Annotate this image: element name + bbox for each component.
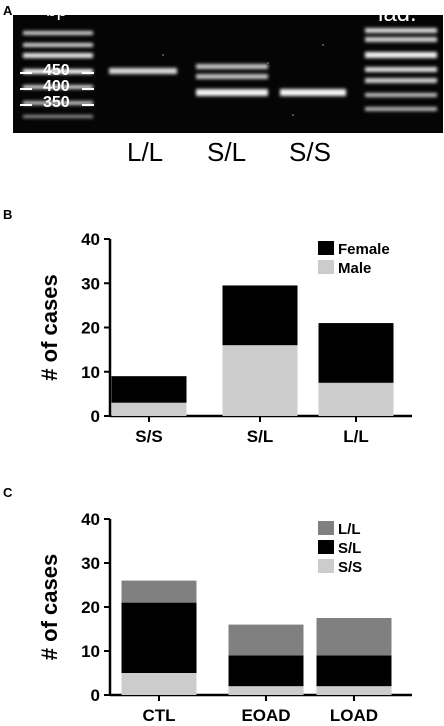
bar-segment-s-s (228, 686, 304, 695)
y-tick-label: 40 (81, 230, 100, 249)
bar-segment-l-l (316, 618, 392, 656)
chart-b: 0 10 20 30 40 # of cases S/S S/L L/L Female Male (37, 230, 412, 446)
bar-segment-female (222, 285, 298, 346)
y-axis-label: # of cases (37, 554, 62, 660)
bar-segment-l-l (228, 624, 304, 656)
y-tick-label: 40 (81, 510, 100, 529)
y-tick-label: 0 (91, 686, 100, 705)
marker-400: 400 (43, 78, 70, 95)
marker-dash-400-right (82, 88, 94, 90)
legend-label: Female (338, 241, 390, 258)
band-ss-400 (280, 89, 346, 96)
bar-segment-female (318, 323, 394, 383)
legend-label: L/L (338, 521, 361, 538)
x-tick-label: S/L (247, 427, 273, 446)
x-tick-label: L/L (343, 427, 369, 446)
bar-segment-s-l (121, 602, 197, 673)
y-tick-label: 10 (81, 363, 100, 382)
bar-segment-l-l (121, 580, 197, 603)
lane-label-sl: S/L (207, 137, 247, 167)
bar-segment-male (318, 382, 394, 416)
y-tick-label: 20 (81, 319, 100, 338)
panel-c-letter: C (3, 485, 13, 500)
legend-label: Male (338, 260, 371, 277)
band-sl-450 (196, 74, 268, 79)
bar-segment-s-s (121, 673, 197, 695)
band-ll-450 (109, 68, 177, 74)
legend-label: S/L (338, 540, 361, 557)
legend-swatch (318, 559, 334, 573)
bar-segment-s-l (316, 655, 392, 687)
band-sl-top (196, 64, 268, 69)
x-tick-label: LOAD (330, 706, 378, 725)
sample-bands (109, 64, 346, 96)
marker-dash-450-left (20, 72, 32, 74)
legend-label: S/S (338, 559, 362, 576)
y-axis-label: # of cases (37, 274, 62, 380)
y-tick-label: 20 (81, 598, 100, 617)
marker-dash-350-left (20, 104, 32, 106)
y-tick-label: 30 (81, 554, 100, 573)
panel-b-letter: B (3, 207, 13, 222)
legend-swatch (318, 241, 334, 255)
marker-450: 450 (43, 62, 70, 79)
gel-image (13, 15, 443, 133)
left-ladder (23, 31, 93, 118)
band-sl-400 (196, 89, 268, 96)
chart-c: 0 10 20 30 40 # of cases CTL EOAD LOAD L/L S/L S/S (37, 510, 412, 725)
right-ladder (365, 28, 437, 111)
bar-segment-s-l (228, 655, 304, 687)
x-tick-label: S/S (135, 427, 162, 446)
marker-dash-450-right (82, 72, 94, 74)
lane-label-ll: L/L (127, 137, 164, 167)
marker-dash-400-left (20, 88, 32, 90)
marker-350: 350 (43, 94, 70, 111)
lane-label-ss: S/S (289, 137, 331, 167)
x-tick-label: CTL (142, 706, 175, 725)
bp-label: bp (46, 0, 68, 21)
x-tick-label: EOAD (241, 706, 290, 725)
legend-swatch (318, 260, 334, 274)
panel-a-letter: A (3, 3, 13, 18)
bar-segment-female (111, 376, 187, 403)
bar-segment-male (222, 345, 298, 416)
bar-segment-s-s (316, 686, 392, 695)
bar-segment-male (111, 402, 187, 416)
gel-bands (23, 28, 437, 118)
legend-swatch (318, 540, 334, 554)
y-tick-label: 0 (91, 407, 100, 426)
y-tick-label: 30 (81, 274, 100, 293)
legend-swatch (318, 521, 334, 535)
ladder-label: lad. (378, 0, 417, 27)
y-tick-label: 10 (81, 642, 100, 661)
marker-dash-350-right (82, 104, 94, 106)
